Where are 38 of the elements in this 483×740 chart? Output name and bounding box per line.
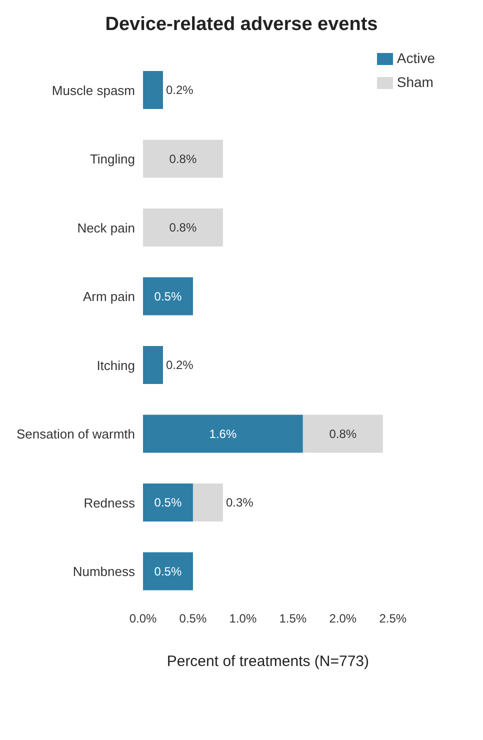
legend-label: Active	[396, 50, 435, 66]
bar	[192, 484, 223, 522]
x-tick-label: 1.5%	[279, 612, 307, 626]
bar	[143, 414, 303, 453]
legend-label: Sham	[396, 74, 434, 90]
data-label: 0.8%	[329, 426, 357, 441]
bar	[143, 140, 223, 178]
x-tick-label: 2.5%	[379, 612, 407, 626]
bar	[143, 346, 163, 384]
data-label: 0.5%	[154, 564, 182, 578]
data-label: 0.3%	[226, 496, 254, 510]
y-tick-label: Redness	[84, 495, 136, 510]
data-label: 0.8%	[169, 220, 197, 235]
data-label: 0.2%	[166, 83, 194, 98]
x-tick-label: 1.0%	[229, 612, 257, 626]
y-tick-label: Neck pain	[77, 220, 135, 236]
y-tick-label: Itching	[96, 358, 135, 373]
x-tick-label: 2.0%	[329, 612, 357, 626]
y-tick-label: Muscle spasm	[52, 82, 135, 98]
x-axis-title: Percent of treatments (N=773)	[166, 653, 370, 670]
x-tick-label: 0.0%	[129, 612, 157, 626]
data-label: 0.8%	[169, 152, 197, 166]
bar	[143, 71, 163, 109]
bar	[143, 277, 193, 316]
data-label: 1.6%	[209, 426, 237, 441]
data-label: 0.5%	[154, 496, 182, 510]
y-tick-label: Arm pain	[82, 289, 135, 304]
data-label: 0.5%	[154, 289, 182, 304]
bar	[143, 484, 193, 522]
y-tick-label: Sensation of warmth	[16, 426, 135, 442]
bar	[302, 414, 383, 453]
y-tick-label: Numbness	[72, 564, 136, 580]
data-label: 0.2%	[166, 358, 194, 372]
bar	[143, 552, 193, 590]
chart-title: Device-related adverse events	[104, 14, 379, 36]
bar	[143, 208, 223, 246]
x-tick-label: 0.5%	[179, 612, 207, 626]
y-tick-label: Tingling	[90, 152, 135, 167]
